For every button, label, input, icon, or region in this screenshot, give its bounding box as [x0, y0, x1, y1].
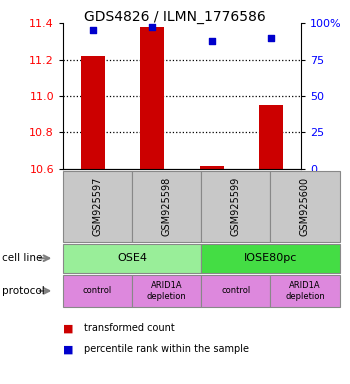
Point	[149, 24, 155, 30]
Text: transformed count: transformed count	[84, 323, 175, 333]
Point	[90, 27, 96, 33]
Text: ARID1A
depletion: ARID1A depletion	[147, 281, 187, 301]
Text: cell line: cell line	[2, 253, 42, 263]
Point	[268, 35, 274, 41]
Text: ■: ■	[63, 344, 74, 354]
Text: protocol: protocol	[2, 286, 44, 296]
Text: GSM925598: GSM925598	[162, 177, 172, 236]
Text: control: control	[83, 286, 112, 295]
Bar	[140, 27, 164, 169]
Bar	[259, 105, 283, 169]
Bar	[81, 56, 105, 169]
Text: OSE4: OSE4	[117, 253, 147, 263]
Bar	[200, 166, 224, 169]
Text: GSM925599: GSM925599	[231, 177, 241, 236]
Text: GSM925597: GSM925597	[92, 177, 103, 236]
Text: ARID1A
depletion: ARID1A depletion	[285, 281, 325, 301]
Text: GSM925600: GSM925600	[300, 177, 310, 236]
Text: control: control	[221, 286, 251, 295]
Point	[209, 38, 215, 44]
Text: IOSE80pc: IOSE80pc	[244, 253, 297, 263]
Text: ■: ■	[63, 323, 74, 333]
Text: GDS4826 / ILMN_1776586: GDS4826 / ILMN_1776586	[84, 10, 266, 23]
Text: percentile rank within the sample: percentile rank within the sample	[84, 344, 249, 354]
